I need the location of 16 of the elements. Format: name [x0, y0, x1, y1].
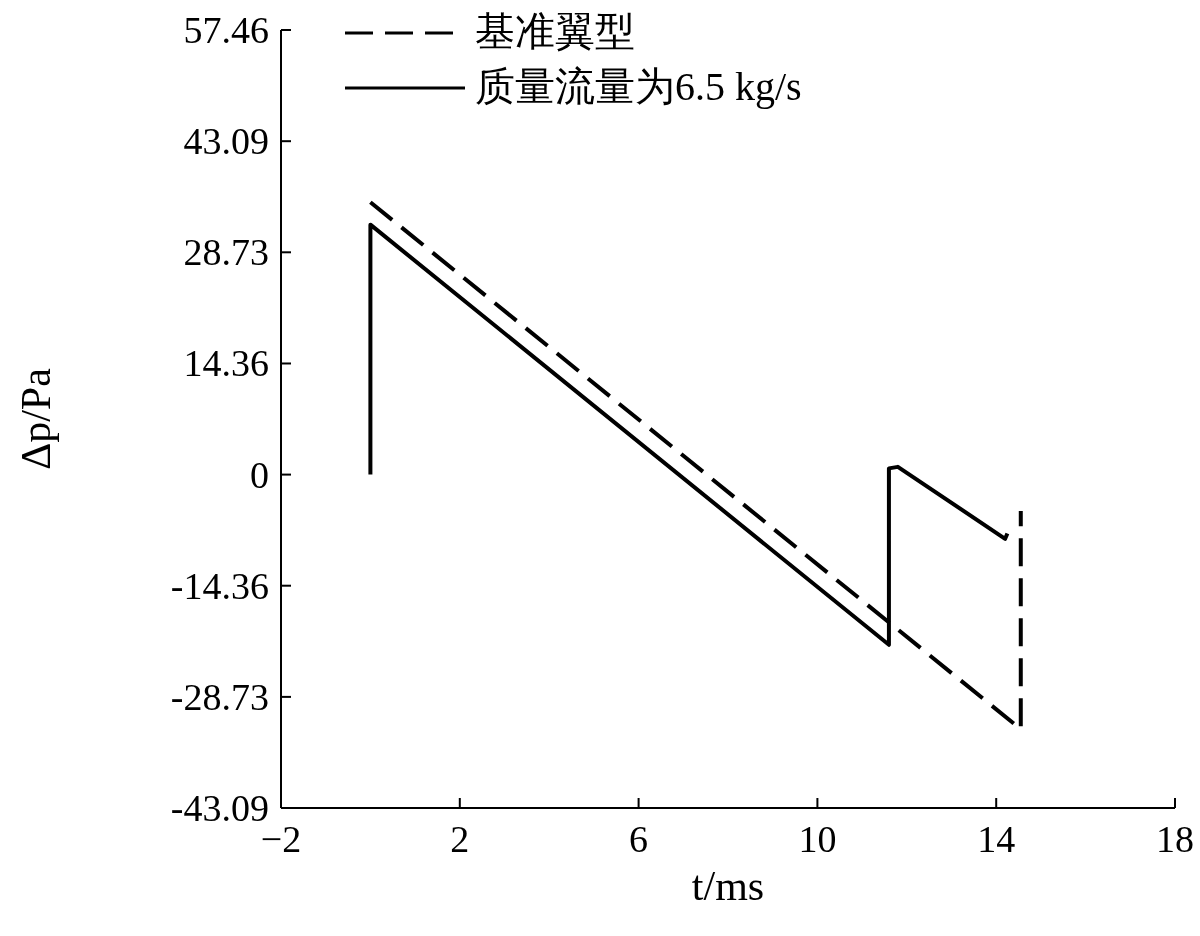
- y-tick-label: 0: [250, 453, 269, 496]
- y-tick-label: 14.36: [183, 342, 269, 385]
- x-tick-label: 10: [798, 818, 837, 860]
- legend-label: 质量流量为6.5 kg/s: [475, 64, 802, 109]
- legend-label: 基准翼型: [475, 9, 635, 54]
- x-tick-label: 14: [977, 818, 1016, 860]
- x-tick-label: 6: [629, 818, 649, 860]
- y-tick-label: -28.73: [170, 675, 269, 718]
- y-axis-title: Δp/Pa: [13, 367, 59, 470]
- x-tick-label: 18: [1156, 818, 1194, 860]
- y-tick-label: 57.46: [183, 9, 269, 51]
- x-axis-title: t/ms: [691, 863, 765, 909]
- x-tick-label: 2: [450, 818, 470, 860]
- y-tick-label: 43.09: [183, 120, 269, 163]
- y-tick-label: 28.73: [183, 231, 269, 274]
- y-tick-label: -14.36: [170, 564, 269, 607]
